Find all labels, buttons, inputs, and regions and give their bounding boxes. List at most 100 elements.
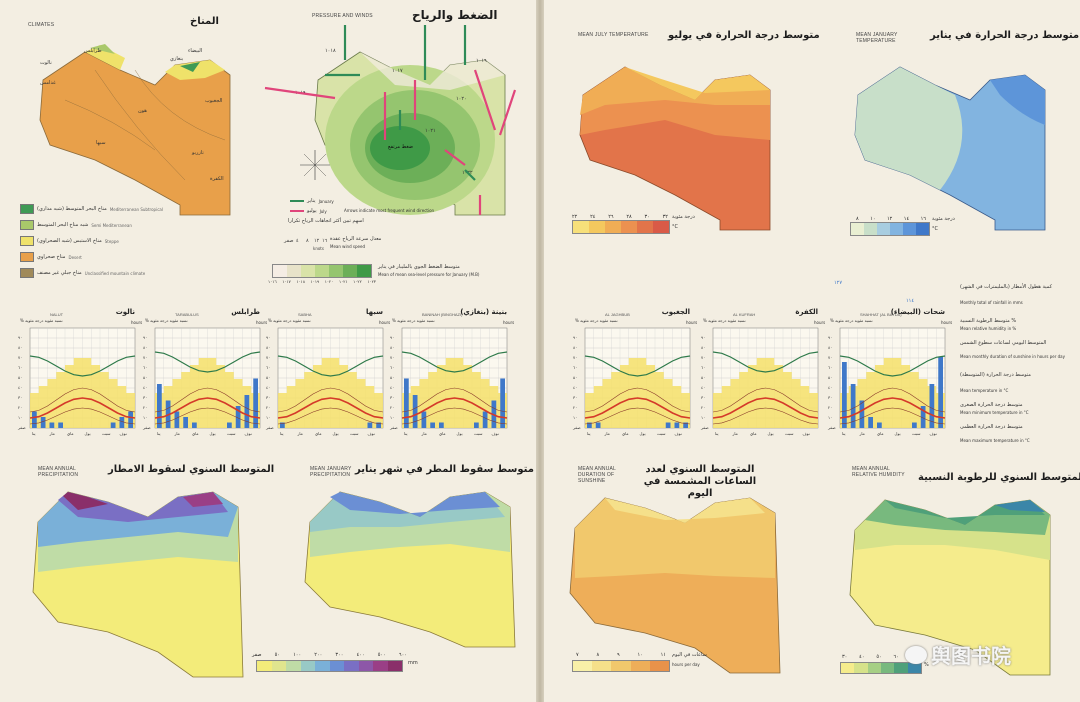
precip-bar <box>412 395 418 428</box>
july-temp-colorbar <box>572 220 670 234</box>
y-tick: ٤٠ <box>701 385 706 390</box>
y-tick: صفر <box>390 425 398 430</box>
month-label: يول <box>209 431 216 436</box>
precip-bar <box>868 417 873 428</box>
precip-bar <box>235 406 241 428</box>
y-tick: ٩٠ <box>701 335 706 340</box>
pressure-bar-title-ar: متوسط الضغط الجوي بالمليبار في يناير <box>378 264 460 270</box>
right-axis-label: hours <box>686 320 698 325</box>
climograph-station-ar: الجغبوب <box>661 308 690 316</box>
precip-bar <box>842 362 847 428</box>
isobar-label-0: ١٠١٨ <box>325 48 336 54</box>
legend-line <box>290 200 304 202</box>
month-label: سبت <box>102 431 111 436</box>
max-temp-line <box>277 387 384 413</box>
july-temp-title-ar: متوسط درجة الحرارة في يوليو <box>668 30 820 41</box>
precip-bar <box>183 417 188 428</box>
climograph-station-ar: بنينة (بنغازي) <box>460 308 507 316</box>
month-label: ينا <box>587 431 591 436</box>
humidity-line <box>154 351 261 373</box>
mean-temp-line <box>277 397 384 419</box>
month-label: نوف <box>802 431 810 436</box>
jan-temp-title-en: MEAN JANUARY TEMPERATURE <box>856 32 898 44</box>
y-tick: ٦٠ <box>143 365 148 370</box>
precip-bar <box>174 411 180 428</box>
y-tick: ٥٠ <box>143 375 148 380</box>
month-label: مار <box>174 431 180 436</box>
humidity-line <box>839 355 946 377</box>
precip-bar <box>929 384 935 428</box>
y-tick: ٤٠ <box>390 385 395 390</box>
humidity-map <box>849 499 1051 676</box>
y-tick: ٦٠ <box>573 365 578 370</box>
place-sabha: سبها <box>96 140 106 146</box>
climograph-chart <box>401 327 508 429</box>
july-temp-map <box>579 66 771 231</box>
month-label: ماي <box>439 431 446 436</box>
y-tick: صفر <box>573 425 581 430</box>
precip-bar <box>920 406 926 428</box>
month-label: ينا <box>842 431 846 436</box>
precip-bar <box>674 422 680 428</box>
month-label: مار <box>604 431 610 436</box>
y-tick: صفر <box>143 425 151 430</box>
month-label: نوف <box>929 431 937 436</box>
y-tick: ٩٠ <box>266 335 271 340</box>
y-tick: ٦٠ <box>701 365 706 370</box>
y-tick: ٨٠ <box>390 345 395 350</box>
legend-item-1: شبه مناخ البحر المتوسط Semi Mediterranean <box>20 220 132 230</box>
min-temp-line <box>29 407 136 425</box>
month-label: ماي <box>750 431 757 436</box>
y-tick: ٩٠ <box>390 335 395 340</box>
y-tick: ٩٠ <box>18 335 23 340</box>
humidity-line <box>584 355 691 377</box>
month-label: ماي <box>315 431 322 436</box>
y-tick: ٨٠ <box>828 345 833 350</box>
mean-temp-line <box>839 397 946 419</box>
precip-bar <box>40 417 46 428</box>
desert-region <box>39 51 231 216</box>
humidity-colorbar <box>840 662 922 674</box>
month-label: نوف <box>119 431 127 436</box>
annual-precip-title-en: MEAN ANNUAL PRECIPITATION <box>38 466 79 478</box>
jan-temp-title-ar: متوسط درجة الحرارة في يناير <box>930 30 1080 41</box>
precip-bar <box>32 411 37 428</box>
pressure-colorbar <box>272 264 372 278</box>
climograph-chart <box>584 327 691 429</box>
y-tick: ٢٠ <box>266 405 271 410</box>
precip-bar <box>859 400 865 428</box>
climograph-station-ar: شحات (البيضاء) <box>890 308 945 316</box>
precip-bar <box>227 422 232 428</box>
month-label: نوف <box>367 431 375 436</box>
y-tick: ٧٠ <box>828 355 833 360</box>
left-axis-label: % نسبة مئوية درجة مئوية <box>145 318 188 323</box>
humidity-line <box>277 355 384 377</box>
max-temp-line <box>154 387 261 413</box>
humidity-unit: % <box>924 662 929 668</box>
y-tick: ٥٠ <box>701 375 706 380</box>
precip-bar <box>683 422 688 428</box>
annual-precip-title-ar: المتوسط السنوي لسقوط الامطار <box>108 464 275 475</box>
month-label: سبت <box>350 431 359 436</box>
mean-temp-line <box>584 397 691 419</box>
climates-title-en: CLIMATES <box>28 22 55 28</box>
climograph-station-ar: طرابلس <box>231 308 260 316</box>
climograph-right-0: الجغبوب AL JAGHBUB صفر ١٠ ٢٠ ٣٠ ٤٠ ٥٠ ٦٠ ٧٠ ٨٠ ٩٠ ين… <box>573 300 700 450</box>
min-temp-line <box>277 407 384 425</box>
climograph-station-en: BANINAH (BINGHAZI) <box>422 312 463 317</box>
legend-swatch <box>20 236 34 246</box>
legend-swatch <box>20 268 34 278</box>
place-hun: هون <box>138 108 147 114</box>
min-temp-line <box>839 407 946 425</box>
mean-temp-line <box>401 397 508 419</box>
pressure-map <box>314 51 506 216</box>
sunshine-steps <box>278 358 383 428</box>
mean-temp-line <box>712 397 819 419</box>
min-temp-line <box>584 407 691 425</box>
y-tick: ٦٠ <box>18 365 23 370</box>
sunshine-colorbar <box>572 660 670 672</box>
pressure-bar-title-en: Mean of mean sea-level pressure for Janu… <box>378 272 480 277</box>
pressure-bar-ticks: ١٠١٦ ١٠١٧ ١٠١٨ ١٠١٩ ١٠٢٠ ١٠٢١ ١٠٢٢ ١٠٢٣ <box>268 279 376 284</box>
month-label: مار <box>49 431 55 436</box>
place-jaghbub: الجغبوب <box>205 98 223 104</box>
